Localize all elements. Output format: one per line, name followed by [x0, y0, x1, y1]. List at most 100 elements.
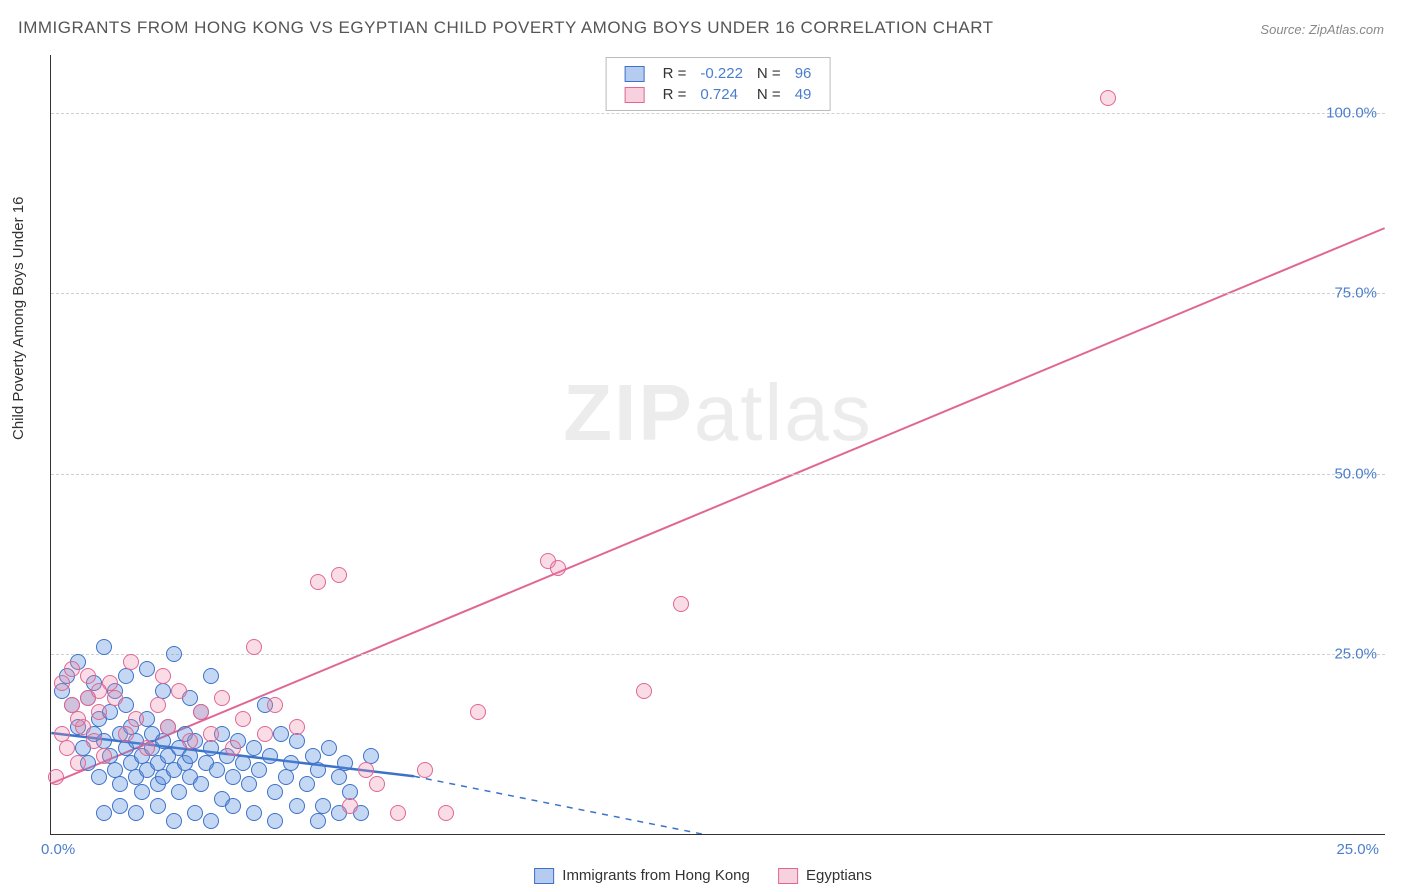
- data-point-eg: [54, 675, 70, 691]
- data-point-eg: [160, 719, 176, 735]
- plot-region: ZIPatlas R = -0.222 N = 96 R = 0.724 N =…: [50, 55, 1385, 835]
- eg-n-value: 49: [789, 85, 818, 104]
- data-point-hk: [246, 740, 262, 756]
- data-point-eg: [86, 733, 102, 749]
- data-point-eg: [91, 683, 107, 699]
- data-point-hk: [182, 748, 198, 764]
- data-point-hk: [278, 769, 294, 785]
- data-point-eg: [267, 697, 283, 713]
- data-point-hk: [150, 798, 166, 814]
- data-point-hk: [225, 769, 241, 785]
- data-point-hk: [225, 798, 241, 814]
- data-point-eg: [171, 683, 187, 699]
- data-point-hk: [128, 805, 144, 821]
- data-point-eg: [246, 639, 262, 655]
- data-point-hk: [235, 755, 251, 771]
- gridline: [51, 474, 1385, 475]
- source-value: ZipAtlas.com: [1309, 22, 1384, 37]
- legend-hk-label: Immigrants from Hong Kong: [562, 867, 750, 884]
- data-point-eg: [470, 704, 486, 720]
- swatch-blue-icon: [625, 66, 645, 82]
- data-point-hk: [187, 805, 203, 821]
- data-point-eg: [390, 805, 406, 821]
- data-point-eg: [96, 748, 112, 764]
- legend-row-eg: R = 0.724 N = 49: [619, 85, 818, 104]
- chart-area: ZIPatlas R = -0.222 N = 96 R = 0.724 N =…: [50, 55, 1385, 835]
- data-point-eg: [48, 769, 64, 785]
- data-point-hk: [171, 784, 187, 800]
- data-point-hk: [267, 784, 283, 800]
- swatch-blue-icon: [534, 868, 554, 884]
- data-point-hk: [241, 776, 257, 792]
- data-point-hk: [246, 805, 262, 821]
- legend-item-hk: Immigrants from Hong Kong: [534, 867, 750, 884]
- n-label: N =: [751, 85, 787, 104]
- data-point-hk: [96, 805, 112, 821]
- data-point-eg: [54, 726, 70, 742]
- data-point-eg: [139, 740, 155, 756]
- hk-r-value: -0.222: [694, 64, 749, 83]
- data-point-hk: [166, 646, 182, 662]
- data-point-eg: [155, 668, 171, 684]
- data-point-hk: [112, 798, 128, 814]
- chart-title: IMMIGRANTS FROM HONG KONG VS EGYPTIAN CH…: [18, 18, 994, 38]
- data-point-eg: [369, 776, 385, 792]
- data-point-hk: [310, 813, 326, 829]
- watermark: ZIPatlas: [563, 367, 872, 459]
- data-point-eg: [123, 654, 139, 670]
- data-point-eg: [257, 726, 273, 742]
- hk-n-value: 96: [789, 64, 818, 83]
- legend-row-hk: R = -0.222 N = 96: [619, 64, 818, 83]
- data-point-eg: [107, 690, 123, 706]
- data-point-eg: [331, 567, 347, 583]
- source-label: Source:: [1260, 22, 1305, 37]
- data-point-eg: [417, 762, 433, 778]
- data-point-eg: [70, 755, 86, 771]
- data-point-eg: [636, 683, 652, 699]
- gridline: [51, 293, 1385, 294]
- data-point-hk: [134, 784, 150, 800]
- y-tick-label: 25.0%: [1334, 646, 1377, 663]
- data-point-hk: [118, 668, 134, 684]
- data-point-hk: [310, 762, 326, 778]
- data-point-hk: [331, 769, 347, 785]
- data-point-eg: [203, 726, 219, 742]
- watermark-bold: ZIP: [563, 368, 693, 457]
- source-attribution: Source: ZipAtlas.com: [1260, 22, 1384, 37]
- data-point-hk: [289, 733, 305, 749]
- x-tick-max: 25.0%: [1336, 841, 1379, 858]
- data-point-eg: [214, 690, 230, 706]
- data-point-hk: [91, 769, 107, 785]
- data-point-eg: [182, 733, 198, 749]
- data-point-eg: [358, 762, 374, 778]
- legend-stats-table: R = -0.222 N = 96 R = 0.724 N = 49: [617, 62, 820, 106]
- data-point-eg: [1100, 90, 1116, 106]
- y-tick-label: 50.0%: [1334, 465, 1377, 482]
- data-point-eg: [673, 596, 689, 612]
- data-point-eg: [289, 719, 305, 735]
- data-point-eg: [64, 661, 80, 677]
- data-point-hk: [273, 726, 289, 742]
- data-point-hk: [96, 639, 112, 655]
- y-tick-label: 100.0%: [1326, 104, 1377, 121]
- swatch-pink-icon: [778, 868, 798, 884]
- data-point-hk: [262, 748, 278, 764]
- x-tick-min: 0.0%: [41, 841, 75, 858]
- data-point-eg: [438, 805, 454, 821]
- data-point-eg: [70, 711, 86, 727]
- r-label: R =: [657, 85, 693, 104]
- data-point-eg: [550, 560, 566, 576]
- legend-item-eg: Egyptians: [778, 867, 872, 884]
- swatch-pink-icon: [625, 87, 645, 103]
- data-point-eg: [193, 704, 209, 720]
- data-point-eg: [342, 798, 358, 814]
- data-point-eg: [128, 711, 144, 727]
- data-point-hk: [209, 762, 225, 778]
- data-point-hk: [112, 776, 128, 792]
- data-point-hk: [251, 762, 267, 778]
- data-point-hk: [203, 813, 219, 829]
- data-point-hk: [203, 668, 219, 684]
- data-point-eg: [235, 711, 251, 727]
- n-label: N =: [751, 64, 787, 83]
- data-point-eg: [118, 726, 134, 742]
